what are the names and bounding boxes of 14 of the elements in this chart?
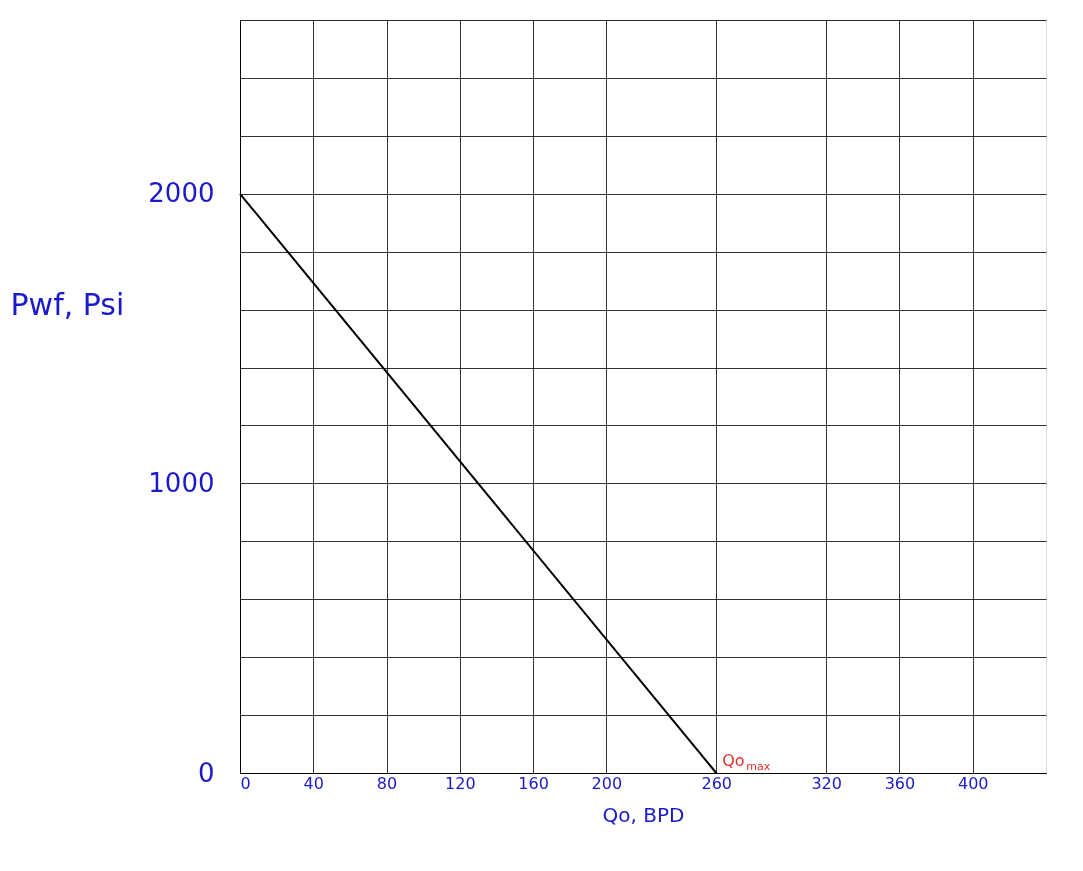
x-tick-label: 40	[303, 773, 324, 793]
y-tick-label: 2000	[148, 178, 215, 209]
x-tick-label: 360	[884, 773, 916, 793]
x-tick-label: 160	[518, 773, 549, 793]
x-tick-label: 400	[957, 773, 989, 793]
x-tick-label: 120	[445, 773, 476, 793]
y-axis-title: Pwf, Psi	[10, 286, 125, 322]
x-tick-label: 200	[591, 773, 623, 793]
y-tick-label: 1000	[148, 467, 215, 498]
x-tick-label: 320	[811, 773, 842, 793]
x-axis-title: Qo, BPD	[602, 802, 685, 827]
x-tick-label: 0	[240, 773, 251, 793]
x-tick-label: 260	[701, 773, 733, 793]
x-tick-label: 80	[376, 773, 398, 793]
